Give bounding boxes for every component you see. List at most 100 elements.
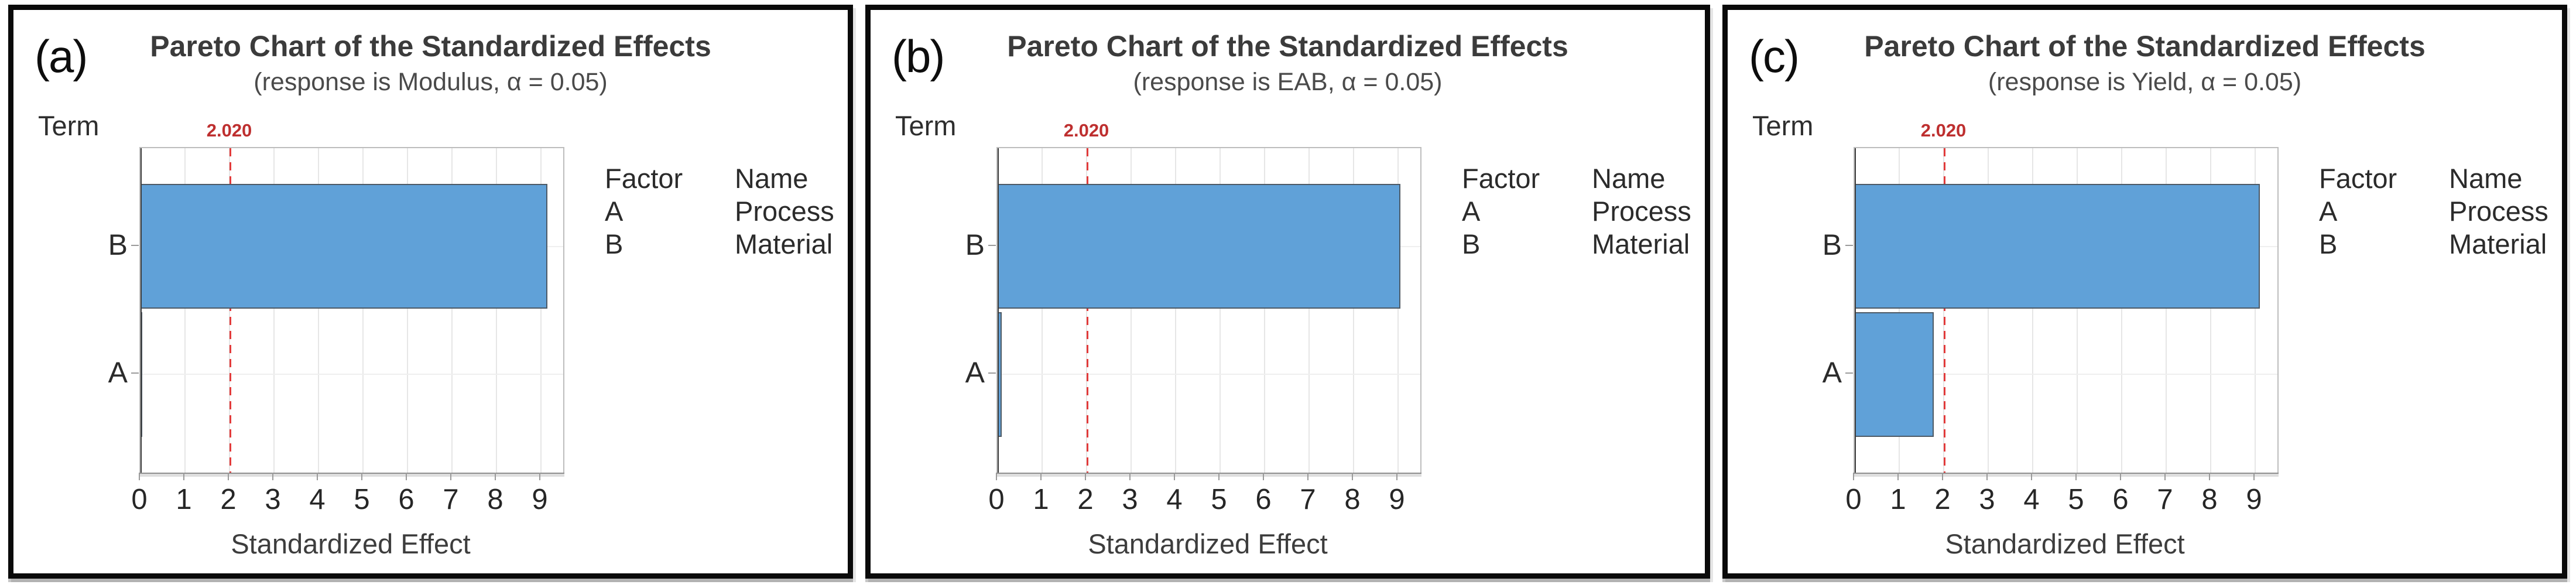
term-tick-label: A [108,356,128,389]
x-tick-mark [1853,473,1854,480]
legend-factor-b: B [1462,228,1481,259]
x-tick-label: 0 [988,484,1005,515]
pareto-panel-c: (c) Pareto Chart of the Standardized Eff… [1722,5,2567,579]
gridline-vertical [1220,148,1221,473]
gridline-vertical [451,148,453,473]
x-tick-label: 7 [2157,484,2173,515]
x-tick-mark [228,473,229,480]
x-tick-label: 8 [487,484,503,515]
gridline-vertical [1899,148,1900,473]
reference-line [1944,148,1946,473]
x-tick-mark [996,473,997,480]
y-axis-title: Term [38,110,100,141]
panel-label: (b) [892,30,945,82]
x-tick-mark [1129,473,1131,480]
x-tick-label: 5 [2068,484,2084,515]
x-axis-line [139,473,564,474]
x-tick-mark [317,473,318,480]
x-tick-label: 1 [176,484,192,515]
chart-subtitle: (response is Modulus, α = 0.05) [254,68,608,96]
x-tick-label: 3 [1122,484,1138,515]
factor-legend: Factor Name A Process B Material [2319,162,2548,261]
x-tick-label: 4 [309,484,326,515]
bar-b [1855,184,2260,309]
gridline-vertical [2077,148,2078,473]
gridline-vertical [2255,148,2256,473]
legend-name-process: Process [2449,196,2548,227]
legend-factor-header: Factor [1462,163,1540,194]
term-tick-label: A [1822,356,1842,389]
gridline-vertical [2032,148,2033,473]
gridline-vertical [318,148,319,473]
bar-a [1855,312,1934,437]
x-axis-title: Standardized Effect [231,528,471,559]
legend-name-header: Name [735,163,809,194]
x-tick-mark [1942,473,1943,480]
x-tick-mark [2209,473,2210,480]
factor-legend: Factor Name A Process B Material [1462,162,1691,261]
x-tick-label: 2 [1934,484,1951,515]
x-tick-label: 5 [1211,484,1227,515]
x-tick-label: 6 [398,484,415,515]
gridline-vertical [1086,148,1087,473]
x-tick-label: 9 [532,484,548,515]
y-axis-line [998,148,999,473]
plot-area [139,147,564,474]
panel-label: (c) [1749,30,1800,82]
y-tick-mark [1845,372,1853,374]
gridline-vertical [2166,148,2167,473]
gridline-vertical [1308,148,1310,473]
chart-title: Pareto Chart of the Standardized Effects [1864,30,2426,63]
gridline-horizontal [1855,374,2277,375]
x-tick-label: 7 [1300,484,1316,515]
bar-b [141,184,548,309]
reference-line-label: 2.020 [1920,120,1967,141]
legend-factor-a: A [2319,196,2338,227]
gridline-vertical [407,148,408,473]
gridline-vertical [496,148,497,473]
x-tick-mark [1352,473,1353,480]
x-tick-mark [539,473,540,480]
pareto-panel-b: (b) Pareto Chart of the Standardized Eff… [865,5,1710,579]
legend-name-process: Process [735,196,834,227]
chart-title: Pareto Chart of the Standardized Effects [1007,30,1568,63]
x-tick-label: 9 [1389,484,1405,515]
bar-b [998,184,1400,309]
x-tick-mark [183,473,184,480]
legend-name-header: Name [1592,163,1666,194]
gridline-vertical [1988,148,1989,473]
x-tick-mark [2253,473,2255,480]
y-axis-title: Term [1752,110,1814,141]
x-tick-label: 3 [265,484,281,515]
legend-name-material: Material [735,228,833,259]
term-tick-label: B [108,228,128,261]
legend-name-process: Process [1592,196,1691,227]
gridline-vertical [2121,148,2122,473]
x-tick-mark [450,473,451,480]
gridline-horizontal [141,374,563,375]
gridline-vertical [1264,148,1265,473]
gridline-vertical [1175,148,1176,473]
y-axis-line [1855,148,1856,473]
legend-name-header: Name [2449,163,2523,194]
x-tick-label: 8 [1344,484,1361,515]
y-tick-mark [131,372,139,374]
x-tick-mark [1263,473,1264,480]
x-tick-mark [495,473,496,480]
x-tick-mark [2120,473,2121,480]
x-tick-label: 5 [354,484,370,515]
reference-line-label: 2.020 [1063,120,1109,141]
x-axis-title: Standardized Effect [1088,528,1328,559]
x-tick-mark [2164,473,2166,480]
y-tick-mark [131,244,139,246]
x-tick-mark [272,473,273,480]
term-tick-label: B [1822,228,1842,261]
x-tick-mark [1986,473,1988,480]
gridline-vertical [184,148,186,473]
gridline-vertical [1042,148,1043,473]
legend-factor-header: Factor [2319,163,2397,194]
x-tick-label: 6 [1255,484,1272,515]
x-tick-mark [1307,473,1308,480]
x-tick-mark [1396,473,1397,480]
x-tick-mark [361,473,362,480]
